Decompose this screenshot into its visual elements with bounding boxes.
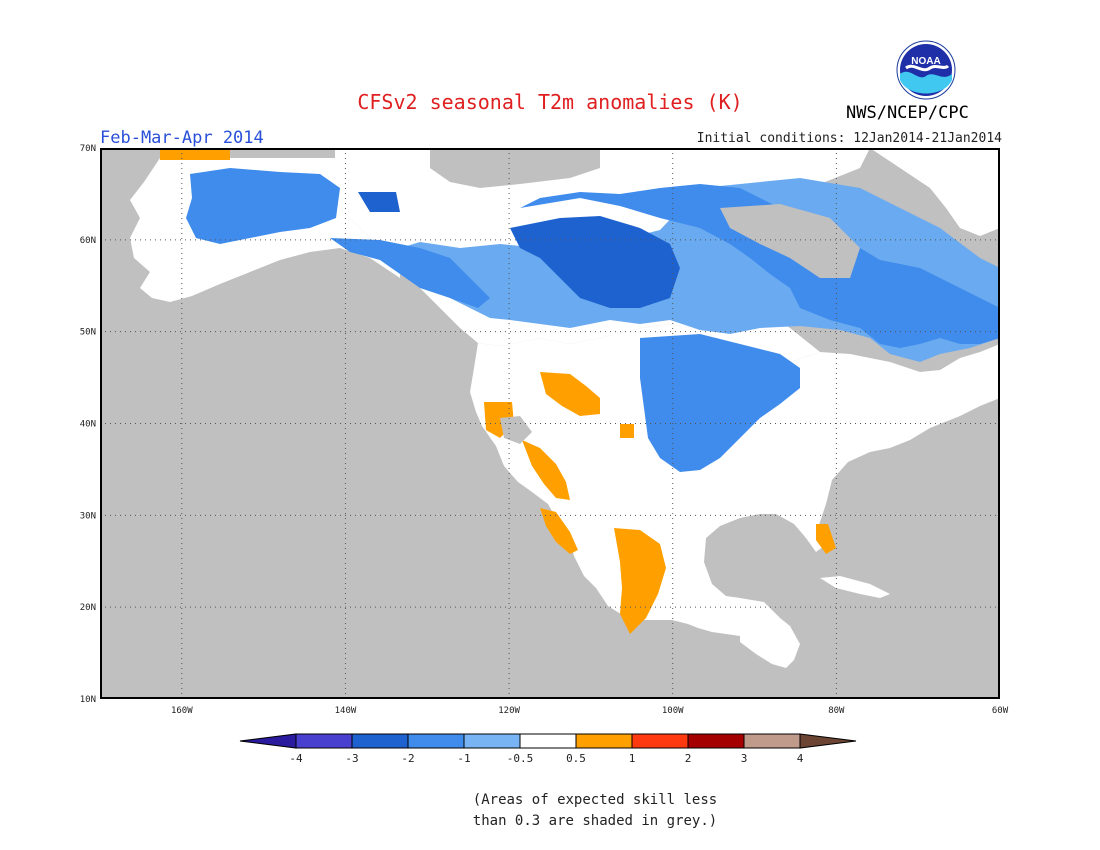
colorbar-tick-label: 4 [797,752,804,765]
colorbar-tick-label: -1 [457,752,470,765]
anomaly-warm-southwest [522,440,570,500]
colorbar-swatch [407,733,465,749]
anomaly-map: 70N 60N 50N 40N 30N 20N 10N 160W 140W 120W 100W 80… [80,144,1009,716]
anomaly-cold-strong [510,216,680,308]
anomaly-cold-medium-south [640,334,800,472]
anomaly-cold-medium-west [330,238,490,308]
latitude-label: 50N [80,328,96,338]
colorbar-arrow-low [239,733,297,749]
low-skill-north-canada [430,148,600,188]
colorbar-swatch [631,733,689,749]
land-north-america [470,324,1000,664]
anomaly-warm-baja [540,508,578,554]
colorbar-swatch [295,733,353,749]
longitude-labels: 160W 140W 120W 100W 80W 60W [171,706,1009,716]
colorbar-swatch [519,733,577,749]
colorbar-tick-label: -0.5 [507,752,534,765]
longitude-label: 160W [171,706,193,716]
colorbar-tick-label: -4 [289,752,303,765]
land-cuba [820,576,890,598]
latitude-label: 60N [80,236,96,246]
colorbar-tick-label: -3 [345,752,358,765]
colorbar-swatch [575,733,633,749]
latitude-label: 40N [80,420,96,430]
footnote-line-2: than 0.3 are shaded in grey.) [472,813,718,829]
colorbar-arrow-high [799,733,857,749]
anomaly-warm-colorado [620,424,634,438]
latitude-labels: 70N 60N 50N 40N 30N 20N 10N [80,144,96,705]
colorbar-swatch [351,733,409,749]
latitude-label: 10N [80,695,96,705]
land-greenland [870,148,1000,236]
anomaly-warm-mexico [614,528,666,634]
colorbar-swatch [743,733,801,749]
anomaly-warm-alaska-north [160,150,230,160]
low-skill-us-west [500,416,532,444]
footnote-line-1: (Areas of expected skill less [472,792,718,808]
land-central-america [740,598,800,668]
low-skill-labrador [720,204,860,278]
map-title: CFSv2 seasonal T2m anomalies (K) [357,90,743,114]
anomaly-warm-florida [816,524,836,554]
skill-footnote: (Areas of expected skill less than 0.3 a… [0,790,1100,832]
colorbar-swatch [463,733,521,749]
anomaly-warm-great-basin [540,372,600,416]
initial-conditions: Initial conditions: 12Jan2014-21Jan2014 [696,131,1002,146]
longitude-label: 140W [335,706,357,716]
graticule [100,148,1000,699]
longitude-label: 120W [498,706,520,716]
longitude-label: 100W [662,706,684,716]
latitude-label: 30N [80,511,96,521]
anomaly-cold-strong-west [358,192,400,212]
colorbar-tick-label: 0.5 [566,752,586,765]
organization-label: NWS/NCEP/CPC [846,103,969,123]
longitude-label: 80W [828,706,845,716]
anomaly-cold-medium-alaska [186,168,340,244]
noaa-logo-text: NOAA [911,56,940,67]
colorbar-tick-label: -2 [401,752,414,765]
latitude-label: 20N [80,603,96,613]
color-scale-bar: -4 -3 -2 -1 -0.5 0.5 1 2 3 4 [239,733,857,765]
latitude-label: 70N [80,144,96,154]
forecast-period: Feb-Mar-Apr 2014 [100,128,264,148]
colorbar-tick-label: 3 [741,752,748,765]
longitude-label: 60W [992,706,1009,716]
colorbar-swatch [687,733,745,749]
noaa-logo: NOAA [896,40,956,100]
colorbar-tick-label: 1 [629,752,636,765]
colorbar-tick-label: 2 [685,752,692,765]
anomaly-cold-medium [520,184,1000,348]
map-frame [100,148,1000,699]
